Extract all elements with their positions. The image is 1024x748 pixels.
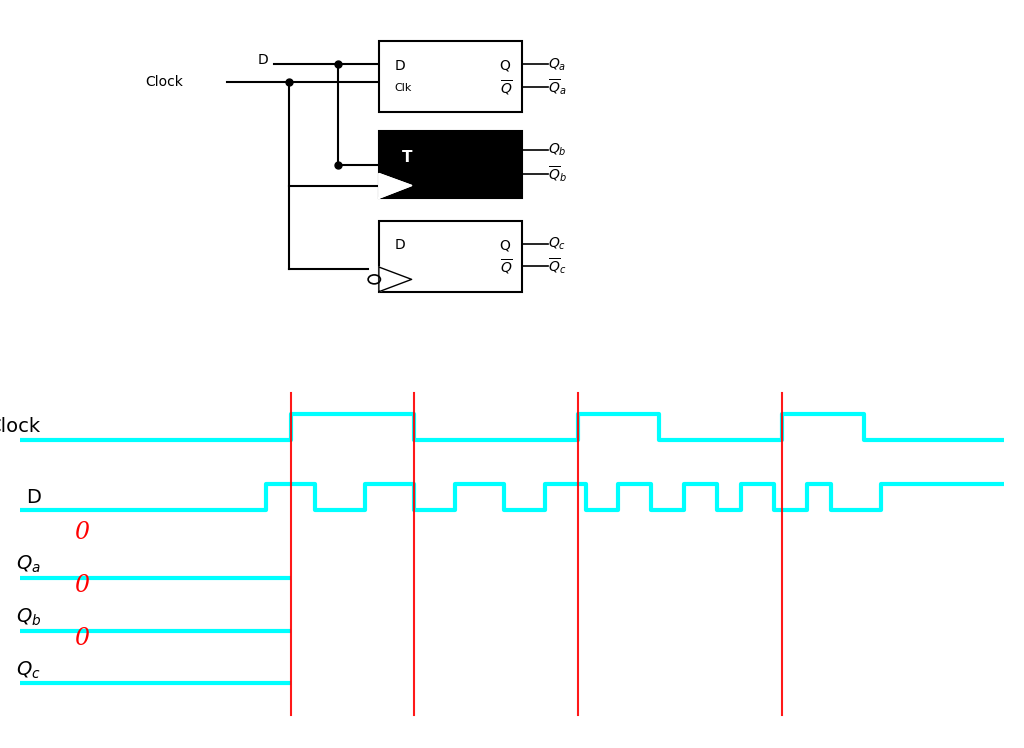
- Text: T: T: [401, 150, 412, 165]
- Polygon shape: [379, 174, 412, 198]
- Text: $\overline{Q}$: $\overline{Q}$: [500, 166, 513, 186]
- Text: $\overline{Q}_b$: $\overline{Q}_b$: [548, 165, 566, 184]
- Text: D: D: [394, 59, 404, 73]
- Text: $\overline{Q}_c$: $\overline{Q}_c$: [548, 257, 566, 276]
- Text: $\overline{Q}$: $\overline{Q}$: [500, 258, 513, 278]
- Bar: [379, 41, 522, 112]
- Text: $Q_c$: $Q_c$: [16, 660, 41, 681]
- Text: $Q_b$: $Q_b$: [15, 607, 41, 628]
- Text: $\overline{Q}$: $\overline{Q}$: [500, 79, 513, 98]
- Text: Q: Q: [500, 59, 511, 73]
- Text: Q: Q: [500, 144, 511, 158]
- Bar: [379, 221, 522, 292]
- Text: $Q_a$: $Q_a$: [16, 554, 41, 575]
- Text: 0: 0: [75, 521, 89, 545]
- Polygon shape: [379, 267, 412, 292]
- Text: Clk: Clk: [394, 83, 412, 94]
- Text: Q: Q: [500, 239, 511, 252]
- Text: $Q_a$: $Q_a$: [548, 56, 566, 73]
- Text: Clock: Clock: [0, 417, 41, 436]
- Text: Clock: Clock: [145, 76, 183, 89]
- Bar: [379, 131, 522, 198]
- Text: $Q_c$: $Q_c$: [548, 236, 566, 252]
- Text: 0: 0: [75, 574, 89, 597]
- Text: $\overline{Q}_a$: $\overline{Q}_a$: [548, 77, 566, 96]
- Text: $Q_b$: $Q_b$: [548, 141, 566, 158]
- Text: D: D: [26, 488, 41, 506]
- Text: D: D: [394, 239, 404, 252]
- Text: D: D: [258, 53, 268, 67]
- Text: 0: 0: [75, 627, 89, 650]
